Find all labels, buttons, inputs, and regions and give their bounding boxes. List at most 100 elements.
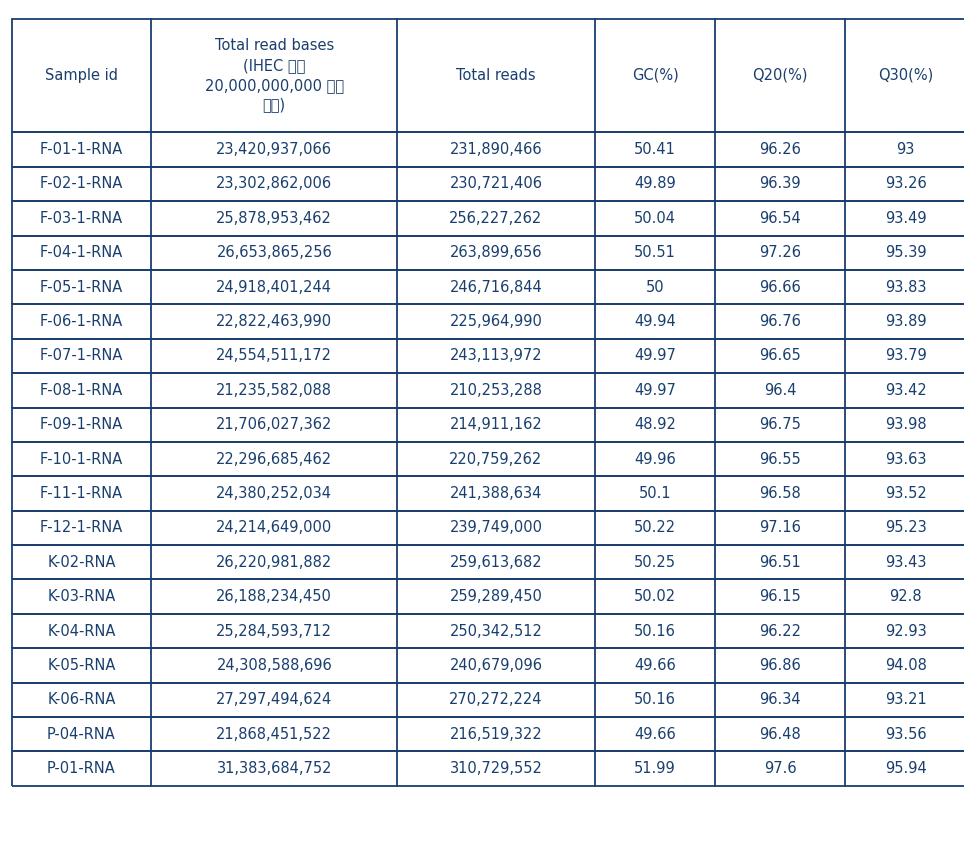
Text: 25,284,593,712: 25,284,593,712 bbox=[216, 624, 333, 638]
Text: 50.25: 50.25 bbox=[634, 555, 676, 570]
Text: 93: 93 bbox=[897, 142, 915, 157]
Text: 256,227,262: 256,227,262 bbox=[449, 211, 543, 226]
Text: 96.65: 96.65 bbox=[760, 348, 801, 363]
Text: Q30(%): Q30(%) bbox=[878, 68, 933, 83]
Text: 49.97: 49.97 bbox=[634, 383, 676, 398]
Text: 27,297,494,624: 27,297,494,624 bbox=[216, 692, 333, 707]
Bar bbox=[12, 614, 964, 648]
Text: 92.93: 92.93 bbox=[885, 624, 926, 638]
Bar bbox=[12, 373, 964, 407]
Text: Total reads: Total reads bbox=[456, 68, 536, 83]
Text: 25,878,953,462: 25,878,953,462 bbox=[216, 211, 333, 226]
Text: F-01-1-RNA: F-01-1-RNA bbox=[40, 142, 123, 157]
Text: 50.41: 50.41 bbox=[634, 142, 676, 157]
Text: 240,679,096: 240,679,096 bbox=[449, 658, 543, 673]
Text: F-07-1-RNA: F-07-1-RNA bbox=[40, 348, 123, 363]
Text: 50.51: 50.51 bbox=[634, 245, 676, 260]
Text: 50: 50 bbox=[646, 280, 664, 294]
Text: 93.52: 93.52 bbox=[885, 486, 926, 501]
Text: 93.26: 93.26 bbox=[885, 176, 926, 191]
Bar bbox=[12, 751, 964, 786]
Bar bbox=[12, 545, 964, 579]
Text: K-04-RNA: K-04-RNA bbox=[47, 624, 116, 638]
Text: 259,613,682: 259,613,682 bbox=[449, 555, 543, 570]
Text: 210,253,288: 210,253,288 bbox=[449, 383, 543, 398]
Text: 22,296,685,462: 22,296,685,462 bbox=[216, 452, 333, 466]
Bar bbox=[12, 717, 964, 751]
Text: 96.75: 96.75 bbox=[760, 417, 801, 432]
Text: 49.89: 49.89 bbox=[634, 176, 676, 191]
Text: K-02-RNA: K-02-RNA bbox=[47, 555, 116, 570]
Text: Q20(%): Q20(%) bbox=[753, 68, 808, 83]
Bar bbox=[12, 648, 964, 683]
Text: P-01-RNA: P-01-RNA bbox=[47, 761, 116, 776]
Text: 96.55: 96.55 bbox=[760, 452, 801, 466]
Text: 96.86: 96.86 bbox=[760, 658, 801, 673]
Text: 225,964,990: 225,964,990 bbox=[449, 314, 543, 329]
Bar bbox=[12, 683, 964, 717]
Text: F-10-1-RNA: F-10-1-RNA bbox=[40, 452, 123, 466]
Text: 96.34: 96.34 bbox=[760, 692, 801, 707]
Text: 96.76: 96.76 bbox=[760, 314, 801, 329]
Text: 241,388,634: 241,388,634 bbox=[450, 486, 542, 501]
Text: 23,420,937,066: 23,420,937,066 bbox=[216, 142, 333, 157]
Text: 24,308,588,696: 24,308,588,696 bbox=[216, 658, 333, 673]
Text: 243,113,972: 243,113,972 bbox=[449, 348, 543, 363]
Text: 21,235,582,088: 21,235,582,088 bbox=[216, 383, 333, 398]
Text: 96.26: 96.26 bbox=[760, 142, 801, 157]
Bar bbox=[12, 132, 964, 167]
Text: 93.79: 93.79 bbox=[885, 348, 926, 363]
Text: GC(%): GC(%) bbox=[631, 68, 679, 83]
Text: 95.39: 95.39 bbox=[885, 245, 926, 260]
Text: 96.54: 96.54 bbox=[760, 211, 801, 226]
Bar bbox=[12, 476, 964, 511]
Text: 93.56: 93.56 bbox=[885, 727, 926, 742]
Text: F-06-1-RNA: F-06-1-RNA bbox=[40, 314, 123, 329]
Text: F-03-1-RNA: F-03-1-RNA bbox=[40, 211, 123, 226]
Text: 93.89: 93.89 bbox=[885, 314, 926, 329]
Text: 93.63: 93.63 bbox=[885, 452, 926, 466]
Text: 24,918,401,244: 24,918,401,244 bbox=[216, 280, 333, 294]
Text: 96.48: 96.48 bbox=[760, 727, 801, 742]
Bar bbox=[12, 167, 964, 201]
Text: 93.43: 93.43 bbox=[885, 555, 926, 570]
Text: 250,342,512: 250,342,512 bbox=[449, 624, 543, 638]
Text: 31,383,684,752: 31,383,684,752 bbox=[217, 761, 332, 776]
Text: 51.99: 51.99 bbox=[634, 761, 676, 776]
Text: 26,653,865,256: 26,653,865,256 bbox=[216, 245, 333, 260]
Text: 96.22: 96.22 bbox=[760, 624, 801, 638]
Text: 50.1: 50.1 bbox=[639, 486, 671, 501]
Text: 21,868,451,522: 21,868,451,522 bbox=[216, 727, 333, 742]
Text: 92.8: 92.8 bbox=[890, 589, 922, 604]
Text: 97.16: 97.16 bbox=[760, 520, 801, 535]
Text: 310,729,552: 310,729,552 bbox=[449, 761, 543, 776]
Bar bbox=[12, 511, 964, 545]
Text: 49.66: 49.66 bbox=[634, 658, 676, 673]
Text: F-04-1-RNA: F-04-1-RNA bbox=[40, 245, 123, 260]
Text: 50.16: 50.16 bbox=[634, 692, 676, 707]
Text: 24,380,252,034: 24,380,252,034 bbox=[216, 486, 333, 501]
Text: 50.02: 50.02 bbox=[634, 589, 676, 604]
Bar bbox=[12, 270, 964, 304]
Bar bbox=[12, 442, 964, 476]
Text: 24,214,649,000: 24,214,649,000 bbox=[216, 520, 333, 535]
Text: 263,899,656: 263,899,656 bbox=[450, 245, 542, 260]
Text: K-05-RNA: K-05-RNA bbox=[47, 658, 116, 673]
Bar bbox=[12, 19, 964, 132]
Text: 23,302,862,006: 23,302,862,006 bbox=[216, 176, 333, 191]
Text: 93.83: 93.83 bbox=[885, 280, 926, 294]
Text: 96.51: 96.51 bbox=[760, 555, 801, 570]
Text: 93.42: 93.42 bbox=[885, 383, 926, 398]
Text: 214,911,162: 214,911,162 bbox=[449, 417, 543, 432]
Text: F-05-1-RNA: F-05-1-RNA bbox=[40, 280, 123, 294]
Text: 216,519,322: 216,519,322 bbox=[449, 727, 543, 742]
Text: 96.66: 96.66 bbox=[760, 280, 801, 294]
Text: 26,188,234,450: 26,188,234,450 bbox=[216, 589, 333, 604]
Text: 259,289,450: 259,289,450 bbox=[449, 589, 543, 604]
Text: 231,890,466: 231,890,466 bbox=[449, 142, 543, 157]
Text: F-12-1-RNA: F-12-1-RNA bbox=[40, 520, 123, 535]
Text: Sample id: Sample id bbox=[45, 68, 118, 83]
Text: 246,716,844: 246,716,844 bbox=[449, 280, 543, 294]
Text: F-02-1-RNA: F-02-1-RNA bbox=[40, 176, 123, 191]
Bar bbox=[12, 201, 964, 235]
